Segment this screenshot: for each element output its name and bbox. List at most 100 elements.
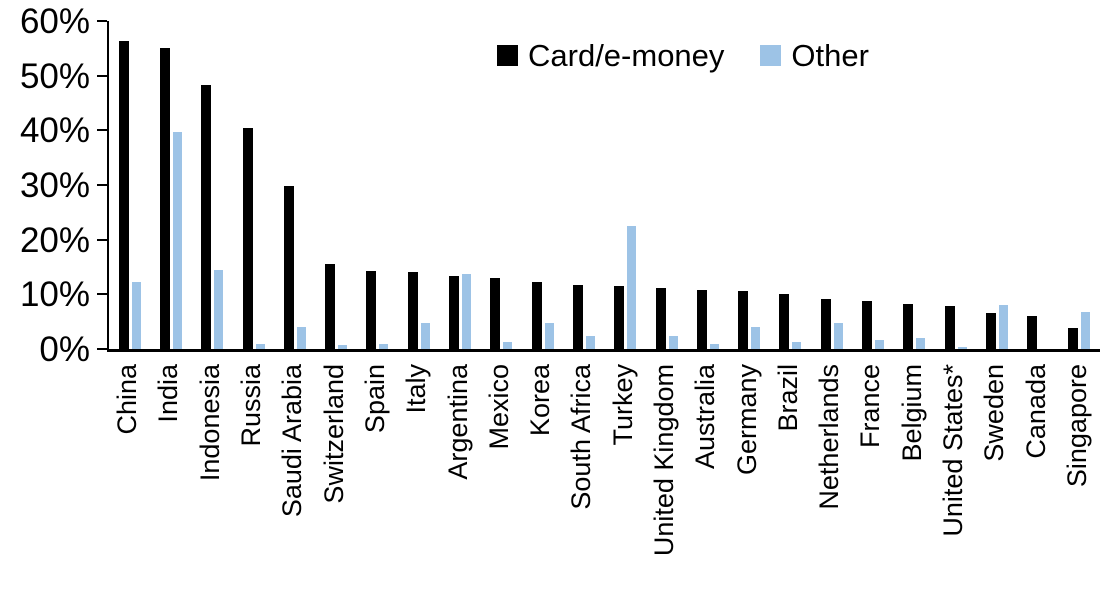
bar-group-indonesia (192, 21, 233, 349)
x-label: Indonesia (194, 364, 225, 482)
bar-group-turkey (605, 21, 646, 349)
x-label-cell: China (107, 364, 148, 594)
bar-group-canada (1018, 21, 1059, 349)
bar-group-united-states- (935, 21, 976, 349)
y-tick-mark (97, 20, 107, 22)
x-label-cell: Brazil (768, 364, 809, 594)
x-label: Canada (1020, 364, 1051, 459)
bar-group-spain (357, 21, 398, 349)
x-label: Sweden (979, 364, 1010, 462)
bar-other (1081, 312, 1091, 349)
bar-card-e-money (572, 284, 583, 349)
x-label-cell: Saudi Arabia (272, 364, 313, 594)
bar-other (709, 343, 719, 349)
bar-card-e-money (696, 289, 707, 349)
bar-other (503, 341, 513, 349)
bar-group-argentina (439, 21, 480, 349)
bar-group-netherlands (811, 21, 852, 349)
x-label: Russia (236, 364, 267, 447)
bar-card-e-money (861, 301, 872, 349)
x-label: Brazil (772, 364, 803, 432)
bar-group-india (150, 21, 191, 349)
legend-swatch (497, 45, 518, 66)
bar-card-e-money (944, 305, 955, 349)
bar-group-saudi-arabia (274, 21, 315, 349)
x-label-cell: South Africa (561, 364, 602, 594)
bar-card-e-money (531, 282, 542, 349)
x-label-cell: Italy (396, 364, 437, 594)
bar-group-australia (687, 21, 728, 349)
bar-group-belgium (894, 21, 935, 349)
bar-group-mexico (481, 21, 522, 349)
legend-swatch (760, 45, 782, 66)
y-tick-mark (97, 238, 107, 241)
y-tick-label: 10% (19, 275, 90, 315)
bar-card-e-money (118, 41, 129, 349)
bar-group-brazil (770, 21, 811, 349)
y-tick-mark (97, 74, 107, 77)
y-tick-mark (97, 184, 107, 186)
x-label: Turkey (607, 364, 638, 446)
bar-card-e-money (449, 275, 460, 349)
y-tick-label: 0% (39, 330, 90, 369)
y-tick-label: 20% (19, 220, 90, 260)
bar-other (874, 340, 884, 349)
x-label: United States* (938, 364, 969, 537)
y-tick-label: 50% (19, 56, 90, 96)
x-label-cell: Indonesia (190, 364, 231, 594)
bar-group-united-kingdom (646, 21, 687, 349)
x-label-cell: Australia (685, 364, 726, 594)
x-label: Singapore (1061, 364, 1092, 488)
bar-card-e-money (407, 271, 418, 349)
bar-other (338, 344, 348, 349)
bar-card-e-money (366, 271, 377, 349)
x-label: Argentina (442, 364, 473, 480)
x-axis-labels: China India Indonesia Russia Saudi Arabia Swi… (107, 364, 1098, 594)
bar-group-germany (728, 21, 769, 349)
bar-group-russia (233, 21, 274, 349)
x-label-cell: Argentina (437, 364, 478, 594)
bar-other (957, 347, 967, 349)
y-tick-label: 40% (19, 111, 90, 151)
bar-card-e-money (903, 304, 914, 349)
x-label: Belgium (896, 364, 927, 462)
x-label-cell: Canada (1016, 364, 1057, 594)
x-label-cell: Switzerland (313, 364, 354, 594)
bar-other (296, 327, 306, 349)
x-label-cell: India (148, 364, 189, 594)
bar-other (462, 273, 472, 349)
bar-group-sweden (976, 21, 1017, 349)
bar-card-e-money (283, 186, 294, 349)
bar-other (792, 342, 802, 349)
bar-other (585, 335, 595, 349)
bar-card-e-money (614, 285, 625, 349)
x-label-cell: United Kingdom (644, 364, 685, 594)
bar-card-e-money (985, 312, 996, 349)
bar-card-e-money (779, 294, 790, 349)
bar-other (751, 327, 761, 349)
y-tick-label: 30% (19, 166, 90, 205)
bar-card-e-money (159, 48, 170, 349)
x-label-cell: Russia (231, 364, 272, 594)
bar-other (420, 323, 430, 349)
bar-card-e-money (242, 128, 253, 349)
legend-item-card-e-money: Card/e-money (497, 40, 724, 71)
bar-card-e-money (820, 298, 831, 349)
x-label-cell: Netherlands (809, 364, 850, 594)
bar-card-e-money (738, 291, 749, 349)
bar-other (998, 304, 1008, 349)
x-label: Italy (401, 364, 432, 414)
bar-card-e-money (325, 263, 336, 349)
x-label-cell: Mexico (479, 364, 520, 594)
y-tick-label: 60% (19, 2, 90, 41)
x-label: United Kingdom (648, 364, 679, 557)
y-tick-mark (97, 293, 107, 296)
x-label-cell: Singapore (1057, 364, 1098, 594)
bar-group-france (852, 21, 893, 349)
legend: Card/e-money Other (497, 40, 869, 71)
bar-card-e-money (201, 84, 212, 349)
x-label: Mexico (483, 364, 514, 450)
x-label: France (855, 364, 886, 449)
bar-group-korea (522, 21, 563, 349)
